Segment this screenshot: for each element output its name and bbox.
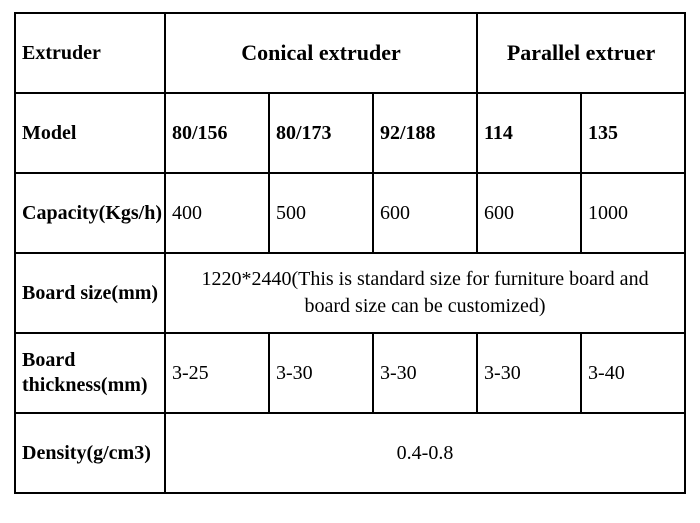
row-label: Extruder xyxy=(15,13,165,93)
cell-model-3: 114 xyxy=(477,93,581,173)
row-label: Density(g/cm3) xyxy=(15,413,165,493)
cell-density: 0.4-0.8 xyxy=(165,413,685,493)
row-label: Capacity(Kgs/h) xyxy=(15,173,165,253)
cell-thickness-4: 3-40 xyxy=(581,333,685,413)
cell-thickness-2: 3-30 xyxy=(373,333,477,413)
extruder-spec-table: Extruder Conical extruder Parallel extru… xyxy=(14,12,686,494)
cell-capacity-0: 400 xyxy=(165,173,269,253)
table-row: Extruder Conical extruder Parallel extru… xyxy=(15,13,685,93)
cell-thickness-1: 3-30 xyxy=(269,333,373,413)
cell-capacity-2: 600 xyxy=(373,173,477,253)
cell-model-4: 135 xyxy=(581,93,685,173)
cell-thickness-0: 3-25 xyxy=(165,333,269,413)
cell-model-2: 92/188 xyxy=(373,93,477,173)
cell-capacity-4: 1000 xyxy=(581,173,685,253)
cell-model-1: 80/173 xyxy=(269,93,373,173)
cell-capacity-1: 500 xyxy=(269,173,373,253)
cell-model-0: 80/156 xyxy=(165,93,269,173)
table-row: Density(g/cm3) 0.4-0.8 xyxy=(15,413,685,493)
row-label: Board thickness(mm) xyxy=(15,333,165,413)
table-row: Model 80/156 80/173 92/188 114 135 xyxy=(15,93,685,173)
cell-capacity-3: 600 xyxy=(477,173,581,253)
row-label: Board size(mm) xyxy=(15,253,165,333)
table-row: Board thickness(mm) 3-25 3-30 3-30 3-30 … xyxy=(15,333,685,413)
header-group-parallel: Parallel extruer xyxy=(477,13,685,93)
cell-thickness-3: 3-30 xyxy=(477,333,581,413)
table-row: Capacity(Kgs/h) 400 500 600 600 1000 xyxy=(15,173,685,253)
header-group-conical: Conical extruder xyxy=(165,13,477,93)
row-label: Model xyxy=(15,93,165,173)
cell-board-size: 1220*2440(This is standard size for furn… xyxy=(165,253,685,333)
table-row: Board size(mm) 1220*2440(This is standar… xyxy=(15,253,685,333)
